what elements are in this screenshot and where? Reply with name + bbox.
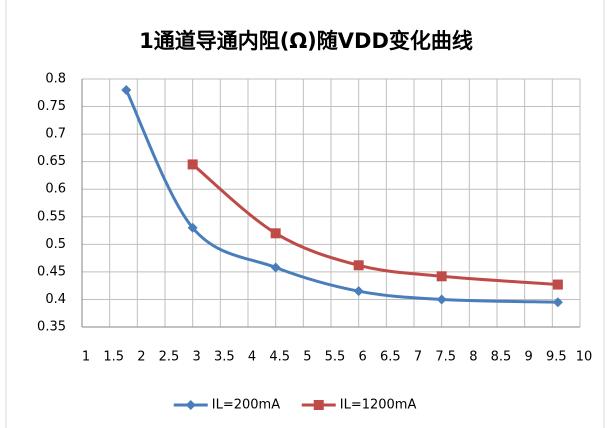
- marker: [270, 262, 281, 273]
- marker: [121, 85, 132, 96]
- y-tick-label: 0.75: [37, 99, 66, 114]
- chart-title: 1通道导通内阻(Ω)随VDD变化曲线: [139, 29, 473, 53]
- y-tick-label: 0.5: [45, 237, 66, 252]
- marker: [187, 222, 198, 233]
- marker: [353, 260, 364, 271]
- x-tick-label: 6: [359, 350, 367, 365]
- legend-label: IL=1200mA: [340, 398, 417, 413]
- x-tick-label: 3.5: [214, 350, 235, 365]
- grid: [81, 78, 581, 328]
- y-tick-label: 0.4: [45, 292, 66, 307]
- x-tick-label: 7.5: [435, 350, 456, 365]
- legend-label: IL=200mA: [212, 398, 280, 413]
- x-tick-label: 8.5: [491, 350, 512, 365]
- x-tick-label: 10: [576, 350, 593, 365]
- marker: [552, 297, 563, 308]
- x-tick-label: 9.5: [546, 350, 567, 365]
- y-tick-label: 0.35: [37, 320, 66, 335]
- x-tick-label: 4.5: [269, 350, 290, 365]
- marker: [436, 294, 447, 305]
- series-line: [124, 89, 558, 304]
- x-tick-label: 9: [525, 350, 533, 365]
- y-tick-label: 0.65: [37, 154, 66, 169]
- x-tick-label: 1: [82, 350, 90, 365]
- legend-marker: [313, 400, 324, 410]
- x-tick-label: 1.5: [103, 350, 124, 365]
- x-tick-label: 4: [248, 350, 256, 365]
- marker: [353, 286, 364, 297]
- x-tick-label: 2: [137, 350, 145, 365]
- x-tick-label: 8: [469, 350, 477, 365]
- x-tick-label: 5.5: [325, 350, 346, 365]
- y-tick-label: 0.55: [37, 209, 66, 224]
- legend-marker: [185, 400, 196, 410]
- y-tick-label: 0.8: [45, 72, 66, 87]
- x-tick-label: 6.5: [380, 350, 401, 365]
- y-tick-label: 0.7: [45, 127, 66, 142]
- marker: [187, 159, 198, 170]
- x-tick-label: 7: [414, 350, 422, 365]
- marker: [436, 271, 447, 282]
- plot: [121, 85, 563, 308]
- marker: [270, 228, 281, 239]
- y-tick-label: 0.6: [45, 182, 66, 197]
- marker: [552, 279, 563, 290]
- x-tick-label: 3: [193, 350, 201, 365]
- x-tick-label: 2.5: [159, 350, 180, 365]
- x-tick-label: 5: [303, 350, 311, 365]
- y-tick-label: 0.45: [37, 264, 66, 279]
